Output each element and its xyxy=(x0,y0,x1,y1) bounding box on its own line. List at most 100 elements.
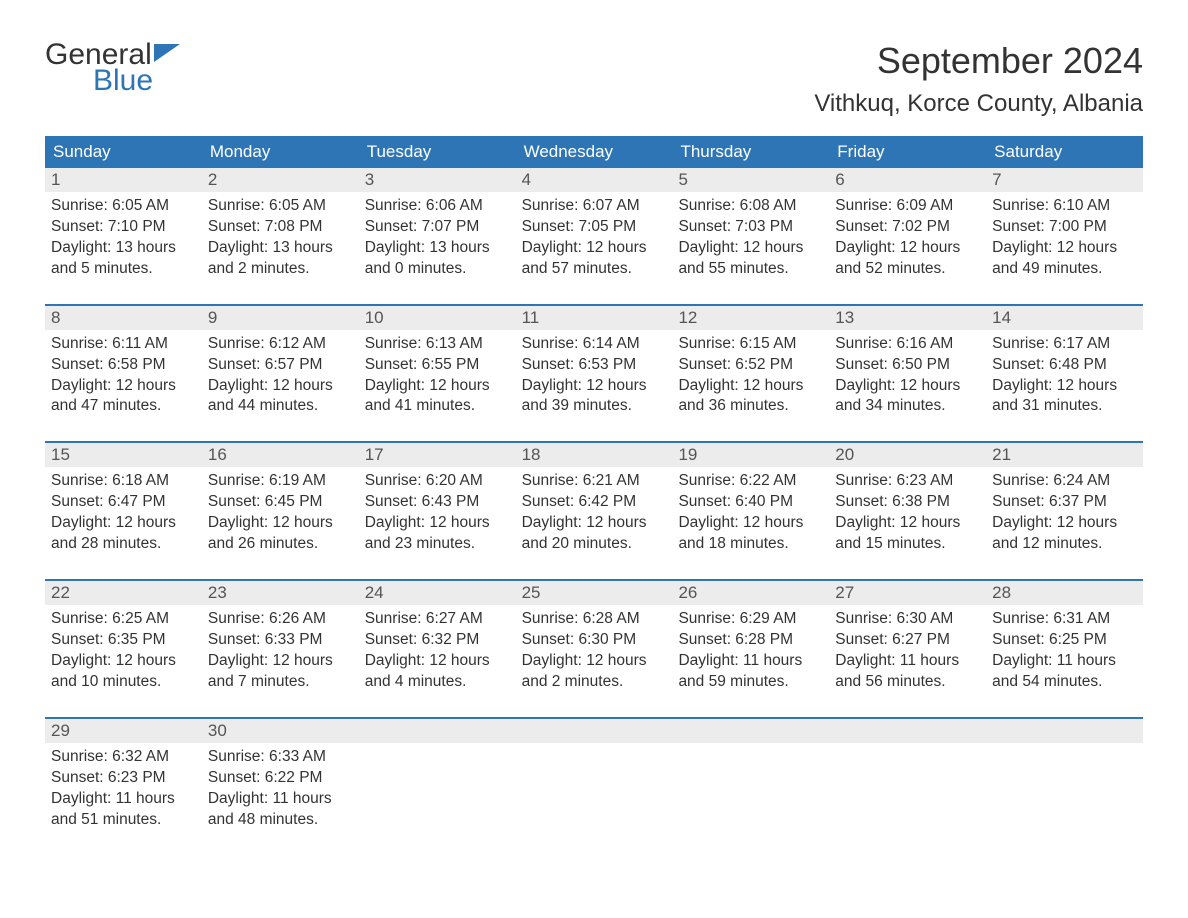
daylight-label-1: Daylight: 12 hours xyxy=(522,376,667,397)
weekday-cell: Wednesday xyxy=(516,136,673,168)
daylight-label-2: and 44 minutes. xyxy=(208,396,353,417)
daylight-label-1: Daylight: 12 hours xyxy=(365,651,510,672)
sunset-label: Sunset: 6:30 PM xyxy=(522,630,667,651)
daydata-row: Sunrise: 6:18 AMSunset: 6:47 PMDaylight:… xyxy=(45,467,1143,563)
day-number: 9 xyxy=(202,306,359,330)
sunset-label: Sunset: 6:42 PM xyxy=(522,492,667,513)
sunset-label: Sunset: 6:22 PM xyxy=(208,768,353,789)
sunset-label: Sunset: 6:27 PM xyxy=(835,630,980,651)
day-number: 25 xyxy=(516,581,673,605)
daylight-label-1: Daylight: 12 hours xyxy=(208,651,353,672)
daylight-label-2: and 56 minutes. xyxy=(835,672,980,693)
day-data: Sunrise: 6:23 AMSunset: 6:38 PMDaylight:… xyxy=(829,467,986,563)
day-data: Sunrise: 6:18 AMSunset: 6:47 PMDaylight:… xyxy=(45,467,202,563)
sunset-label: Sunset: 7:03 PM xyxy=(678,217,823,238)
day-number: 3 xyxy=(359,168,516,192)
daylight-label-1: Daylight: 12 hours xyxy=(522,651,667,672)
daylight-label-2: and 52 minutes. xyxy=(835,259,980,280)
week-block: 2930Sunrise: 6:32 AMSunset: 6:23 PMDayli… xyxy=(45,717,1143,839)
daylight-label-1: Daylight: 13 hours xyxy=(208,238,353,259)
daylight-label-1: Daylight: 11 hours xyxy=(678,651,823,672)
sunset-label: Sunset: 6:43 PM xyxy=(365,492,510,513)
day-data: Sunrise: 6:28 AMSunset: 6:30 PMDaylight:… xyxy=(516,605,673,701)
sunset-label: Sunset: 6:23 PM xyxy=(51,768,196,789)
daylight-label-1: Daylight: 12 hours xyxy=(678,376,823,397)
daynum-row: 891011121314 xyxy=(45,304,1143,330)
daylight-label-1: Daylight: 12 hours xyxy=(208,376,353,397)
sunrise-label: Sunrise: 6:22 AM xyxy=(678,471,823,492)
daylight-label-1: Daylight: 11 hours xyxy=(992,651,1137,672)
day-number: 1 xyxy=(45,168,202,192)
daylight-label-2: and 15 minutes. xyxy=(835,534,980,555)
sunset-label: Sunset: 6:33 PM xyxy=(208,630,353,651)
day-data: Sunrise: 6:10 AMSunset: 7:00 PMDaylight:… xyxy=(986,192,1143,288)
day-number: 22 xyxy=(45,581,202,605)
day-data: Sunrise: 6:11 AMSunset: 6:58 PMDaylight:… xyxy=(45,330,202,426)
sunset-label: Sunset: 6:58 PM xyxy=(51,355,196,376)
daylight-label-2: and 34 minutes. xyxy=(835,396,980,417)
day-number xyxy=(516,719,673,743)
day-number: 11 xyxy=(516,306,673,330)
day-data: Sunrise: 6:33 AMSunset: 6:22 PMDaylight:… xyxy=(202,743,359,839)
day-data: Sunrise: 6:26 AMSunset: 6:33 PMDaylight:… xyxy=(202,605,359,701)
day-data xyxy=(672,743,829,839)
sunrise-label: Sunrise: 6:10 AM xyxy=(992,196,1137,217)
daylight-label-2: and 36 minutes. xyxy=(678,396,823,417)
daylight-label-1: Daylight: 12 hours xyxy=(51,376,196,397)
daylight-label-1: Daylight: 12 hours xyxy=(365,513,510,534)
day-data: Sunrise: 6:21 AMSunset: 6:42 PMDaylight:… xyxy=(516,467,673,563)
week-block: 22232425262728Sunrise: 6:25 AMSunset: 6:… xyxy=(45,579,1143,701)
daylight-label-2: and 57 minutes. xyxy=(522,259,667,280)
daydata-row: Sunrise: 6:11 AMSunset: 6:58 PMDaylight:… xyxy=(45,330,1143,426)
day-data: Sunrise: 6:25 AMSunset: 6:35 PMDaylight:… xyxy=(45,605,202,701)
day-number: 21 xyxy=(986,443,1143,467)
day-data xyxy=(986,743,1143,839)
day-number: 14 xyxy=(986,306,1143,330)
day-number: 18 xyxy=(516,443,673,467)
daylight-label-2: and 0 minutes. xyxy=(365,259,510,280)
sunrise-label: Sunrise: 6:15 AM xyxy=(678,334,823,355)
day-data: Sunrise: 6:13 AMSunset: 6:55 PMDaylight:… xyxy=(359,330,516,426)
day-data: Sunrise: 6:24 AMSunset: 6:37 PMDaylight:… xyxy=(986,467,1143,563)
daydata-row: Sunrise: 6:32 AMSunset: 6:23 PMDaylight:… xyxy=(45,743,1143,839)
weekday-cell: Saturday xyxy=(986,136,1143,168)
sunrise-label: Sunrise: 6:24 AM xyxy=(992,471,1137,492)
daylight-label-1: Daylight: 11 hours xyxy=(51,789,196,810)
daylight-label-1: Daylight: 12 hours xyxy=(51,651,196,672)
daylight-label-1: Daylight: 13 hours xyxy=(51,238,196,259)
daylight-label-2: and 28 minutes. xyxy=(51,534,196,555)
weekday-header-row: SundayMondayTuesdayWednesdayThursdayFrid… xyxy=(45,136,1143,168)
day-data: Sunrise: 6:08 AMSunset: 7:03 PMDaylight:… xyxy=(672,192,829,288)
sunset-label: Sunset: 6:37 PM xyxy=(992,492,1137,513)
sunrise-label: Sunrise: 6:25 AM xyxy=(51,609,196,630)
sunrise-label: Sunrise: 6:18 AM xyxy=(51,471,196,492)
sunset-label: Sunset: 6:50 PM xyxy=(835,355,980,376)
day-number: 12 xyxy=(672,306,829,330)
sunset-label: Sunset: 7:05 PM xyxy=(522,217,667,238)
daylight-label-1: Daylight: 12 hours xyxy=(835,238,980,259)
sunrise-label: Sunrise: 6:32 AM xyxy=(51,747,196,768)
daylight-label-2: and 7 minutes. xyxy=(208,672,353,693)
sunset-label: Sunset: 6:25 PM xyxy=(992,630,1137,651)
day-data: Sunrise: 6:05 AMSunset: 7:08 PMDaylight:… xyxy=(202,192,359,288)
sunrise-label: Sunrise: 6:33 AM xyxy=(208,747,353,768)
daylight-label-2: and 31 minutes. xyxy=(992,396,1137,417)
day-number: 28 xyxy=(986,581,1143,605)
day-number: 7 xyxy=(986,168,1143,192)
day-number: 29 xyxy=(45,719,202,743)
daylight-label-1: Daylight: 12 hours xyxy=(992,513,1137,534)
sunset-label: Sunset: 7:00 PM xyxy=(992,217,1137,238)
sunrise-label: Sunrise: 6:19 AM xyxy=(208,471,353,492)
sunrise-label: Sunrise: 6:23 AM xyxy=(835,471,980,492)
day-number: 30 xyxy=(202,719,359,743)
daylight-label-2: and 5 minutes. xyxy=(51,259,196,280)
flag-icon xyxy=(154,44,184,66)
daylight-label-2: and 51 minutes. xyxy=(51,810,196,831)
day-data xyxy=(516,743,673,839)
sunrise-label: Sunrise: 6:20 AM xyxy=(365,471,510,492)
day-data: Sunrise: 6:15 AMSunset: 6:52 PMDaylight:… xyxy=(672,330,829,426)
daylight-label-1: Daylight: 12 hours xyxy=(992,376,1137,397)
title-block: September 2024 Vithkuq, Korce County, Al… xyxy=(814,40,1143,118)
page-header: General Blue September 2024 Vithkuq, Kor… xyxy=(45,40,1143,118)
daylight-label-1: Daylight: 12 hours xyxy=(992,238,1137,259)
